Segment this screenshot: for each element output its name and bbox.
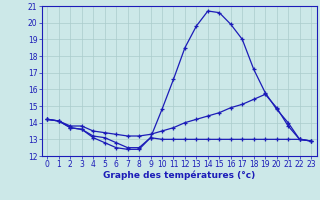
X-axis label: Graphe des températures (°c): Graphe des températures (°c) (103, 171, 255, 180)
